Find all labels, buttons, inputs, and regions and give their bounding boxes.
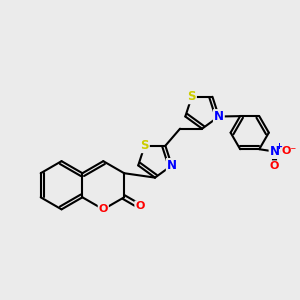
Text: O: O <box>99 204 108 214</box>
Text: N: N <box>167 159 177 172</box>
Text: O: O <box>270 161 279 171</box>
Text: S: S <box>140 139 149 152</box>
Text: O: O <box>135 201 145 212</box>
Text: N: N <box>269 145 280 158</box>
Text: O⁻: O⁻ <box>281 146 296 156</box>
Text: N: N <box>214 110 224 123</box>
Text: +: + <box>275 142 282 151</box>
Text: S: S <box>188 90 196 103</box>
